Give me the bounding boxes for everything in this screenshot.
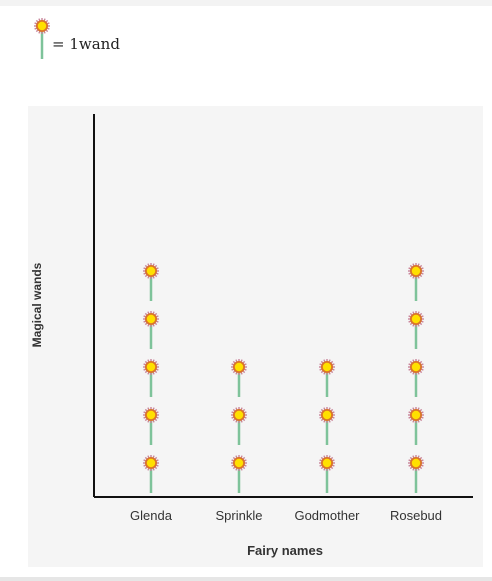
pictograph-chart: Glenda Sprinkle Godmother Rosebud Fairy nam… [30,114,473,558]
wand-icon-glenda-3 [143,359,159,397]
legend-wand-glyph [34,18,50,59]
chart-panel: Glenda Sprinkle Godmother Rosebud Fairy nam… [28,106,483,567]
wand-icon-glenda-5 [143,263,159,301]
legend-label: = 1wand [52,35,120,53]
x-tick-label: Glenda [130,508,173,523]
wand-icon-sprinkle-3 [231,359,247,397]
legend: = 1wand [30,16,230,66]
x-tick-labels: Glenda Sprinkle Godmother Rosebud [130,508,442,523]
top-band [0,0,492,6]
wand-icon-sprinkle-1 [231,455,247,493]
wand-icon-glenda-4 [143,311,159,349]
y-axis-label: Magical wands [30,262,44,347]
wand-icon-rosebud-3 [408,359,424,397]
wand-icon-rosebud-5 [408,263,424,301]
wand-icon-sprinkle-2 [231,407,247,445]
wand-icons [143,263,424,493]
x-tick-label: Godmother [294,508,360,523]
x-axis-label: Fairy names [247,543,323,558]
wand-icon-glenda-1 [143,455,159,493]
wand-icon-godmother-3 [319,359,335,397]
wand-icon [34,18,50,59]
x-tick-label: Sprinkle [216,508,263,523]
bottom-band [0,577,492,581]
wand-icon-rosebud-1 [408,455,424,493]
x-tick-label: Rosebud [390,508,442,523]
wand-icon-godmother-2 [319,407,335,445]
wand-icon-glenda-2 [143,407,159,445]
wand-icon-rosebud-2 [408,407,424,445]
wand-icon-godmother-1 [319,455,335,493]
wand-icon-rosebud-4 [408,311,424,349]
